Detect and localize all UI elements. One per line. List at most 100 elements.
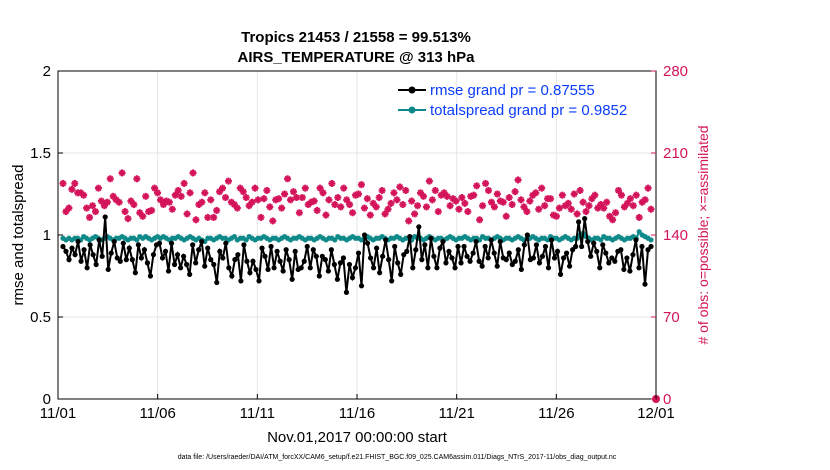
obs-count-marker [470,191,478,199]
rmse-series-point [416,224,422,230]
rmse-series-point [114,255,120,261]
rmse-series-point [244,258,250,264]
legend-spread-marker [408,106,416,114]
rmse-series-point [358,283,365,289]
obs-count-marker [541,202,549,210]
obs-count-marker [629,202,637,210]
rmse-series-point [220,255,226,261]
rmse-series-point [328,247,334,253]
obs-count-marker [89,202,97,210]
obs-count-marker [115,198,123,206]
obs-count-marker [319,189,327,197]
obs-count-marker [325,196,333,204]
x-tick-label: 11/16 [339,405,375,422]
obs-count-marker [328,179,336,187]
obs-count-marker [378,186,386,194]
obs-count-marker [591,191,599,199]
obs-count-marker [68,185,76,193]
obs-count-marker [484,186,492,194]
rmse-series-point [123,257,129,263]
obs-count-marker [443,192,451,200]
obs-count-marker [301,184,309,192]
obs-count-marker [103,198,111,206]
obs-count-marker [564,199,572,207]
rmse-series-point [521,242,527,248]
rmse-series-point [292,248,298,254]
rmse-series-point [205,245,211,251]
rmse-series-point [419,257,425,263]
obs-count-marker [612,209,620,217]
rmse-series-point [277,258,283,264]
obs-count-marker [346,201,354,209]
rmse-series-point [428,235,434,241]
obs-count-marker [118,169,126,177]
obs-count-marker [505,194,513,202]
obs-count-marker [393,196,401,204]
rmse-series-point [594,248,600,254]
rmse-series-point [367,255,374,261]
rmse-series-point [494,263,500,269]
rmse-series-point [63,248,69,254]
rmse-series-point [491,250,497,256]
rmse-series-point [298,265,304,271]
x-tick-label: 11/26 [538,405,574,422]
obs-count-marker [461,199,469,207]
rmse-series-point [383,237,389,243]
rmse-series-point [600,242,606,248]
rmse-series-point [334,276,340,282]
rmse-series-point [446,248,452,254]
rmse-series-point [310,247,316,253]
obs-count-marker [399,201,407,209]
rmse-series-point [265,266,271,273]
rmse-series-point [542,243,549,250]
obs-count-marker [490,203,498,211]
rmse-series-point [449,255,455,261]
obs-count-marker [558,191,566,199]
rmse-series-point [545,265,552,271]
rmse-series-point [425,265,431,271]
obs-count-marker [83,204,91,212]
obs-count-marker [292,194,300,202]
rmse-series-point [401,252,407,258]
obs-count-marker [284,175,292,183]
rmse-series-point [370,265,377,271]
obs-count-marker [186,189,194,197]
rmse-series-point [322,257,328,263]
obs-count-marker [455,205,463,213]
y-axis-left: 0 0.5 1 1.5 2 [30,63,63,408]
obs-count-marker [171,191,179,199]
obs-count-marker [644,184,652,192]
chart-title-line1: Tropics 21453 / 21558 = 99.513% [241,29,471,46]
rmse-series-point [147,273,154,279]
rmse-series-point [645,247,651,253]
obs-count-marker [570,190,578,198]
obs-count-marker [523,208,531,216]
rmse-series-point [551,255,558,261]
obs-count-marker [476,216,484,224]
rmse-series-point [618,247,624,253]
rmse-series-point [482,243,488,250]
rmse-series-point [346,261,353,268]
rmse-series-point [247,270,253,276]
obs-count-marker [142,192,150,200]
obs-count-marker [452,197,460,205]
y-axis-label: rmse and totalspread [10,165,27,306]
rmse-series-point [530,255,537,261]
obs-count-marker [316,184,324,192]
rmse-series-point [464,253,470,259]
obs-count-marker [579,198,587,206]
data-file-footer: data file: /Users/raeder/DAI/ATM_forcXX/… [178,454,617,461]
rmse-series-point [479,263,485,269]
rmse-series-point [452,265,458,271]
obs-count-marker [576,186,584,194]
obs-count-marker [334,194,342,202]
obs-count-marker [641,196,649,204]
obs-count-marker [405,217,413,225]
rmse-series-point [120,240,126,246]
obs-count-marker [555,204,563,212]
rmse-series-point [304,243,310,250]
rmse-series-point [633,237,639,243]
rmse-series-point [268,243,274,250]
obs-count-marker [251,184,259,192]
rmse-series-point [533,242,540,248]
